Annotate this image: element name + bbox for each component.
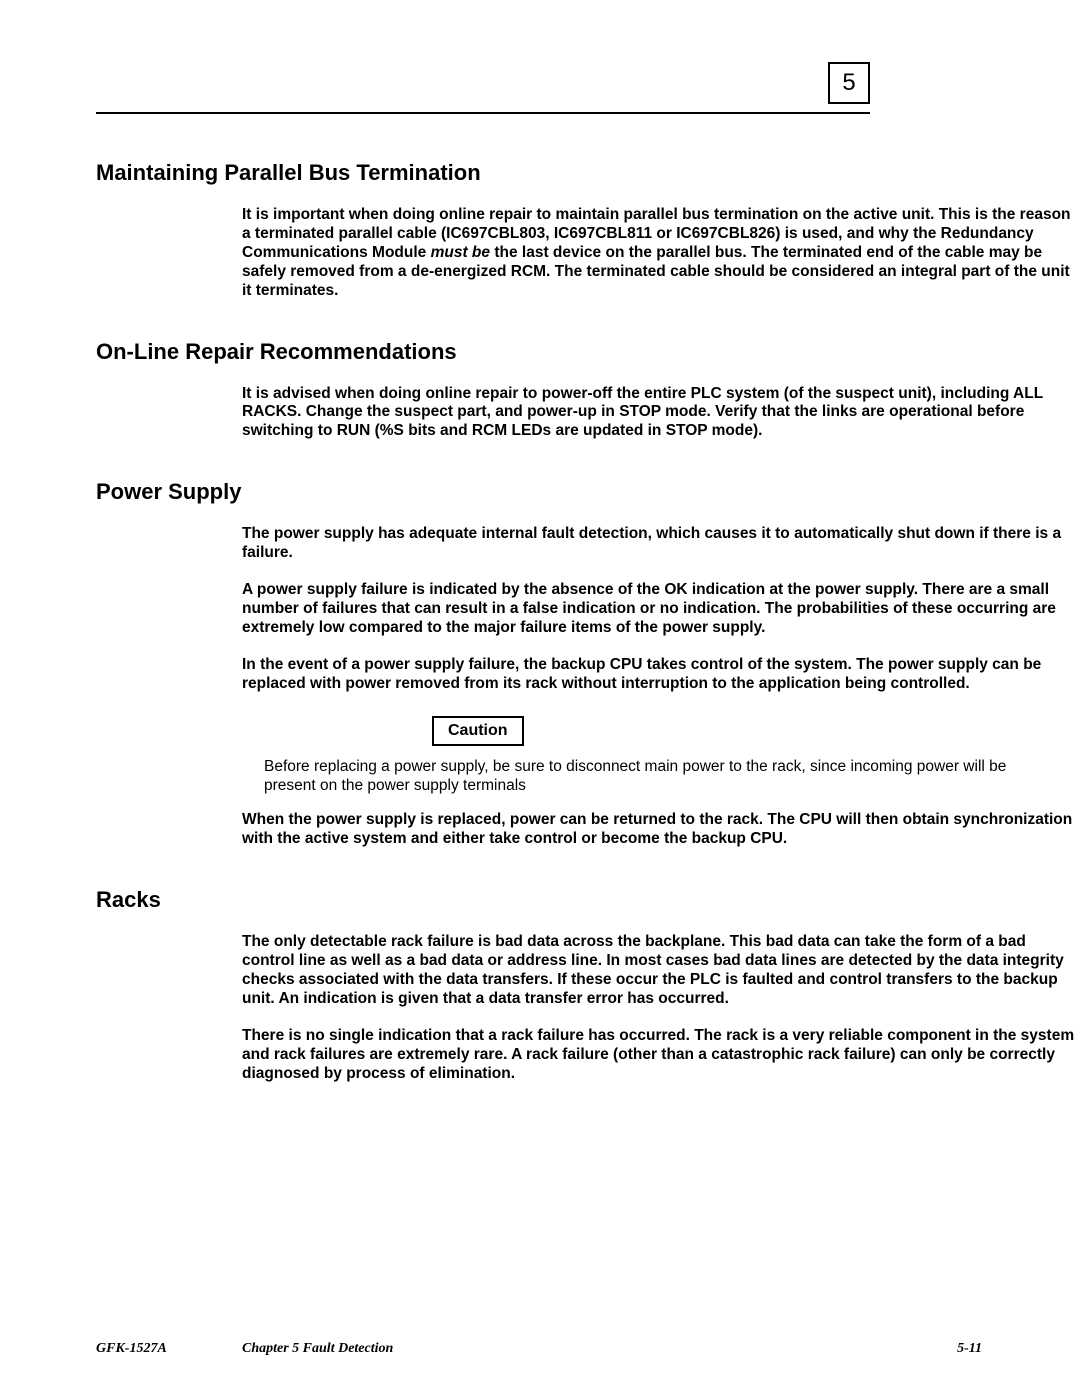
section-body: The only detectable rack failure is bad … [242,933,1080,1083]
section-heading-bus-termination: Maintaining Parallel Bus Termination [96,160,1080,186]
section-body: It is important when doing online repair… [242,206,1080,301]
section-heading-power-supply: Power Supply [96,479,1080,505]
chapter-number-box: 5 [828,62,870,104]
section-body: It is advised when doing online repair t… [242,385,1080,442]
paragraph: In the event of a power supply failure, … [242,656,1080,694]
paragraph: The only detectable rack failure is bad … [242,933,1080,1009]
paragraph: It is advised when doing online repair t… [242,385,1080,442]
page-footer: GFK-1527A Chapter 5 Fault Detection 5-11 [96,1341,982,1357]
italic-text: must be [431,244,490,261]
header-rule [96,112,870,114]
paragraph: There is no single indication that a rac… [242,1027,1080,1084]
section-heading-online-repair: On-Line Repair Recommendations [96,339,1080,365]
paragraph: It is important when doing online repair… [242,206,1080,301]
paragraph: When the power supply is replaced, power… [242,811,1080,849]
caution-label-box: Caution [432,716,524,746]
footer-doc-id: GFK-1527A [96,1341,167,1357]
footer-page-number: 5-11 [957,1341,982,1357]
paragraph: A power supply failure is indicated by t… [242,581,1080,638]
paragraph: The power supply has adequate internal f… [242,525,1080,563]
footer-chapter-title: Chapter 5 Fault Detection [242,1341,393,1357]
section-body: The power supply has adequate internal f… [242,525,1080,849]
content-area: Maintaining Parallel Bus Termination It … [96,60,1080,1084]
page: 5 Maintaining Parallel Bus Termination I… [0,0,1080,1397]
section-heading-racks: Racks [96,887,1080,913]
caution-paragraph: Before replacing a power supply, be sure… [264,758,1024,796]
